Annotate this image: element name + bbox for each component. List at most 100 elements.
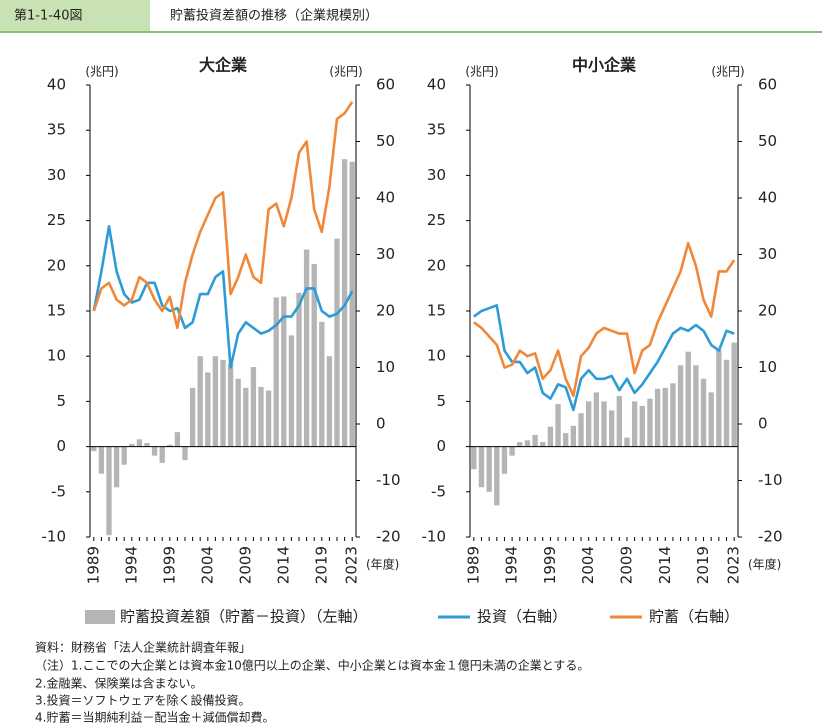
legend-label: 貯蓄投資差額（貯蓄－投資）（左軸）	[120, 608, 368, 626]
bar	[144, 442, 150, 447]
y-tick-label: 20	[47, 256, 66, 274]
bar	[677, 365, 684, 447]
bar	[91, 446, 97, 452]
bar	[647, 398, 653, 447]
y2-tick-label: 10	[758, 358, 777, 376]
y-tick-label: 5	[436, 392, 446, 410]
y-tick-label: 30	[47, 166, 66, 184]
legend-label: 投資（右軸）	[477, 608, 567, 626]
bar	[509, 446, 515, 456]
bar	[303, 249, 310, 447]
bar	[311, 263, 317, 447]
bar	[121, 446, 127, 465]
y2-tick-label: 0	[758, 415, 768, 433]
bar	[167, 444, 173, 447]
x-tick-label: 2004	[198, 546, 216, 584]
y2-tick-label: 40	[376, 189, 395, 207]
bar	[220, 359, 226, 447]
y2-tick-label: 30	[376, 245, 395, 263]
x-tick-label: 2019	[312, 546, 330, 584]
bar	[243, 387, 249, 447]
note: 2.金融業、保険業は含まない。	[35, 676, 202, 691]
bar	[189, 387, 196, 447]
line-series	[92, 101, 354, 330]
bar	[136, 439, 143, 447]
bar	[631, 401, 638, 447]
bar	[708, 392, 714, 447]
bar	[501, 446, 508, 474]
note: 4.貯蓄＝当期純利益－配当金＋減価償却費。	[35, 710, 274, 725]
bar	[563, 433, 569, 447]
line-series	[473, 241, 736, 398]
bar	[731, 342, 737, 447]
x-tick-label: 1989	[84, 546, 102, 584]
bar	[716, 349, 722, 447]
bar	[570, 425, 577, 447]
y2-tick-label: 50	[758, 132, 777, 150]
line-series	[473, 304, 735, 412]
x-tick-label: 1999	[160, 546, 178, 584]
bar	[288, 335, 295, 447]
y2-tick-label: 40	[758, 189, 777, 207]
bar	[593, 392, 600, 447]
y-unit: (兆円)	[85, 65, 118, 79]
y-tick-label: 30	[427, 166, 446, 184]
x-tick-label: 2023	[725, 546, 743, 584]
bar	[258, 386, 264, 447]
y-tick-label: -10	[42, 528, 67, 546]
chart-title: 大企業	[199, 56, 248, 75]
y2-tick-label: 0	[376, 415, 386, 433]
bar	[106, 446, 112, 536]
bar	[517, 442, 523, 447]
y-tick-label: 0	[436, 437, 446, 455]
y-tick-label: 20	[427, 256, 446, 274]
bar	[197, 356, 203, 447]
legend-label: 貯蓄（右軸）	[649, 608, 739, 626]
bar	[494, 446, 500, 506]
bar	[113, 446, 120, 488]
y-tick-label: 35	[427, 121, 446, 139]
figure-label-box	[0, 0, 150, 32]
bar	[601, 401, 607, 447]
bar	[670, 383, 676, 447]
legend-swatch	[85, 610, 115, 624]
bar	[349, 161, 355, 447]
bar	[723, 359, 730, 447]
x-tick-label: 1989	[464, 546, 482, 584]
y2-unit: (兆円)	[329, 65, 362, 79]
note: 資料：財務省「法人企業統計調査年報」	[35, 640, 251, 655]
bar	[555, 404, 561, 447]
bar	[608, 410, 615, 447]
x-tick-label: 2023	[343, 546, 361, 584]
x-unit: (年度)	[748, 557, 781, 572]
bar	[547, 426, 554, 447]
x-tick-label: 2019	[694, 546, 712, 584]
bar	[129, 443, 135, 447]
bar	[227, 363, 234, 447]
bar	[296, 292, 302, 447]
legend: 貯蓄投資差額（貯蓄－投資）（左軸） 投資（右軸） 貯蓄（右軸）	[85, 608, 739, 626]
bar	[616, 395, 622, 447]
y2-unit: (兆円)	[711, 65, 744, 79]
y-tick-label: -5	[51, 482, 66, 500]
bar	[159, 446, 165, 463]
bar	[182, 446, 188, 461]
bar	[524, 440, 531, 447]
bar	[578, 413, 584, 447]
note: （注）1.ここでの大企業とは資本金10億円以上の企業、中小企業とは資本金１億円未…	[35, 658, 589, 673]
x-tick-label: 2014	[274, 546, 292, 584]
bar	[639, 405, 645, 447]
bar	[662, 387, 668, 447]
y-tick-label: 40	[427, 76, 446, 94]
bar	[265, 390, 272, 447]
y-tick-label: -5	[431, 482, 446, 500]
y2-tick-label: 30	[758, 245, 777, 263]
bar	[212, 356, 219, 447]
bar	[334, 238, 340, 447]
bar	[319, 321, 325, 447]
note: 3.投資＝ソフトウェアを除く設備投資。	[35, 693, 250, 708]
y-tick-label: 40	[47, 76, 66, 94]
chart-panel: 中小企業 (兆円) (兆円) (年度) -10 -5 0 5 10 15 20 25 30 35 40 -20…	[422, 56, 783, 585]
x-tick-label: 1994	[122, 546, 140, 584]
y2-tick-label: 10	[376, 358, 395, 376]
